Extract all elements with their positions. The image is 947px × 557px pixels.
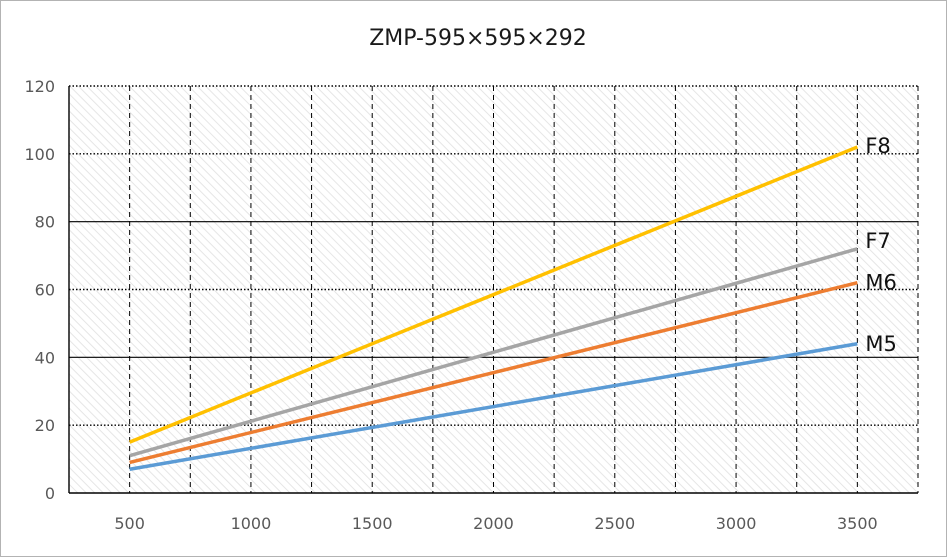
- series-label-m6: M6: [865, 271, 896, 295]
- y-tick-label: 80: [35, 213, 55, 232]
- series-label-f7: F7: [865, 229, 890, 253]
- x-tick-label: 3500: [837, 514, 878, 533]
- x-tick-label: 500: [114, 514, 145, 533]
- y-tick-label: 120: [24, 77, 55, 96]
- series-label-m5: M5: [865, 332, 896, 356]
- y-tick-label: 60: [35, 281, 55, 300]
- series-line-m6: [129, 281, 858, 465]
- series-label-f8: F8: [865, 134, 890, 158]
- grid-lines: [69, 85, 919, 493]
- y-tick-label: 0: [45, 484, 55, 503]
- y-tick-label: 20: [35, 416, 55, 435]
- series-line-m5: [129, 342, 858, 471]
- y-tick-label: 40: [35, 348, 55, 367]
- axes: [68, 86, 918, 494]
- x-tick-label: 2500: [594, 514, 635, 533]
- series-lines: F8 F7 M6 M5: [128, 134, 897, 471]
- x-tick-label: 2000: [473, 514, 514, 533]
- y-tick-label: 100: [24, 145, 55, 164]
- chart-title: ZMP-595×595×292: [369, 26, 587, 51]
- x-tick-label: 1500: [352, 514, 393, 533]
- x-tick-label: 3000: [716, 514, 757, 533]
- tick-labels: 0 20 40 60 80 100 120 500 1000 1500 2000 2500 3000 35…: [24, 77, 877, 533]
- series-line-f8: [128, 145, 859, 444]
- series-line-f7: [129, 247, 858, 458]
- x-tick-label: 1000: [231, 514, 272, 533]
